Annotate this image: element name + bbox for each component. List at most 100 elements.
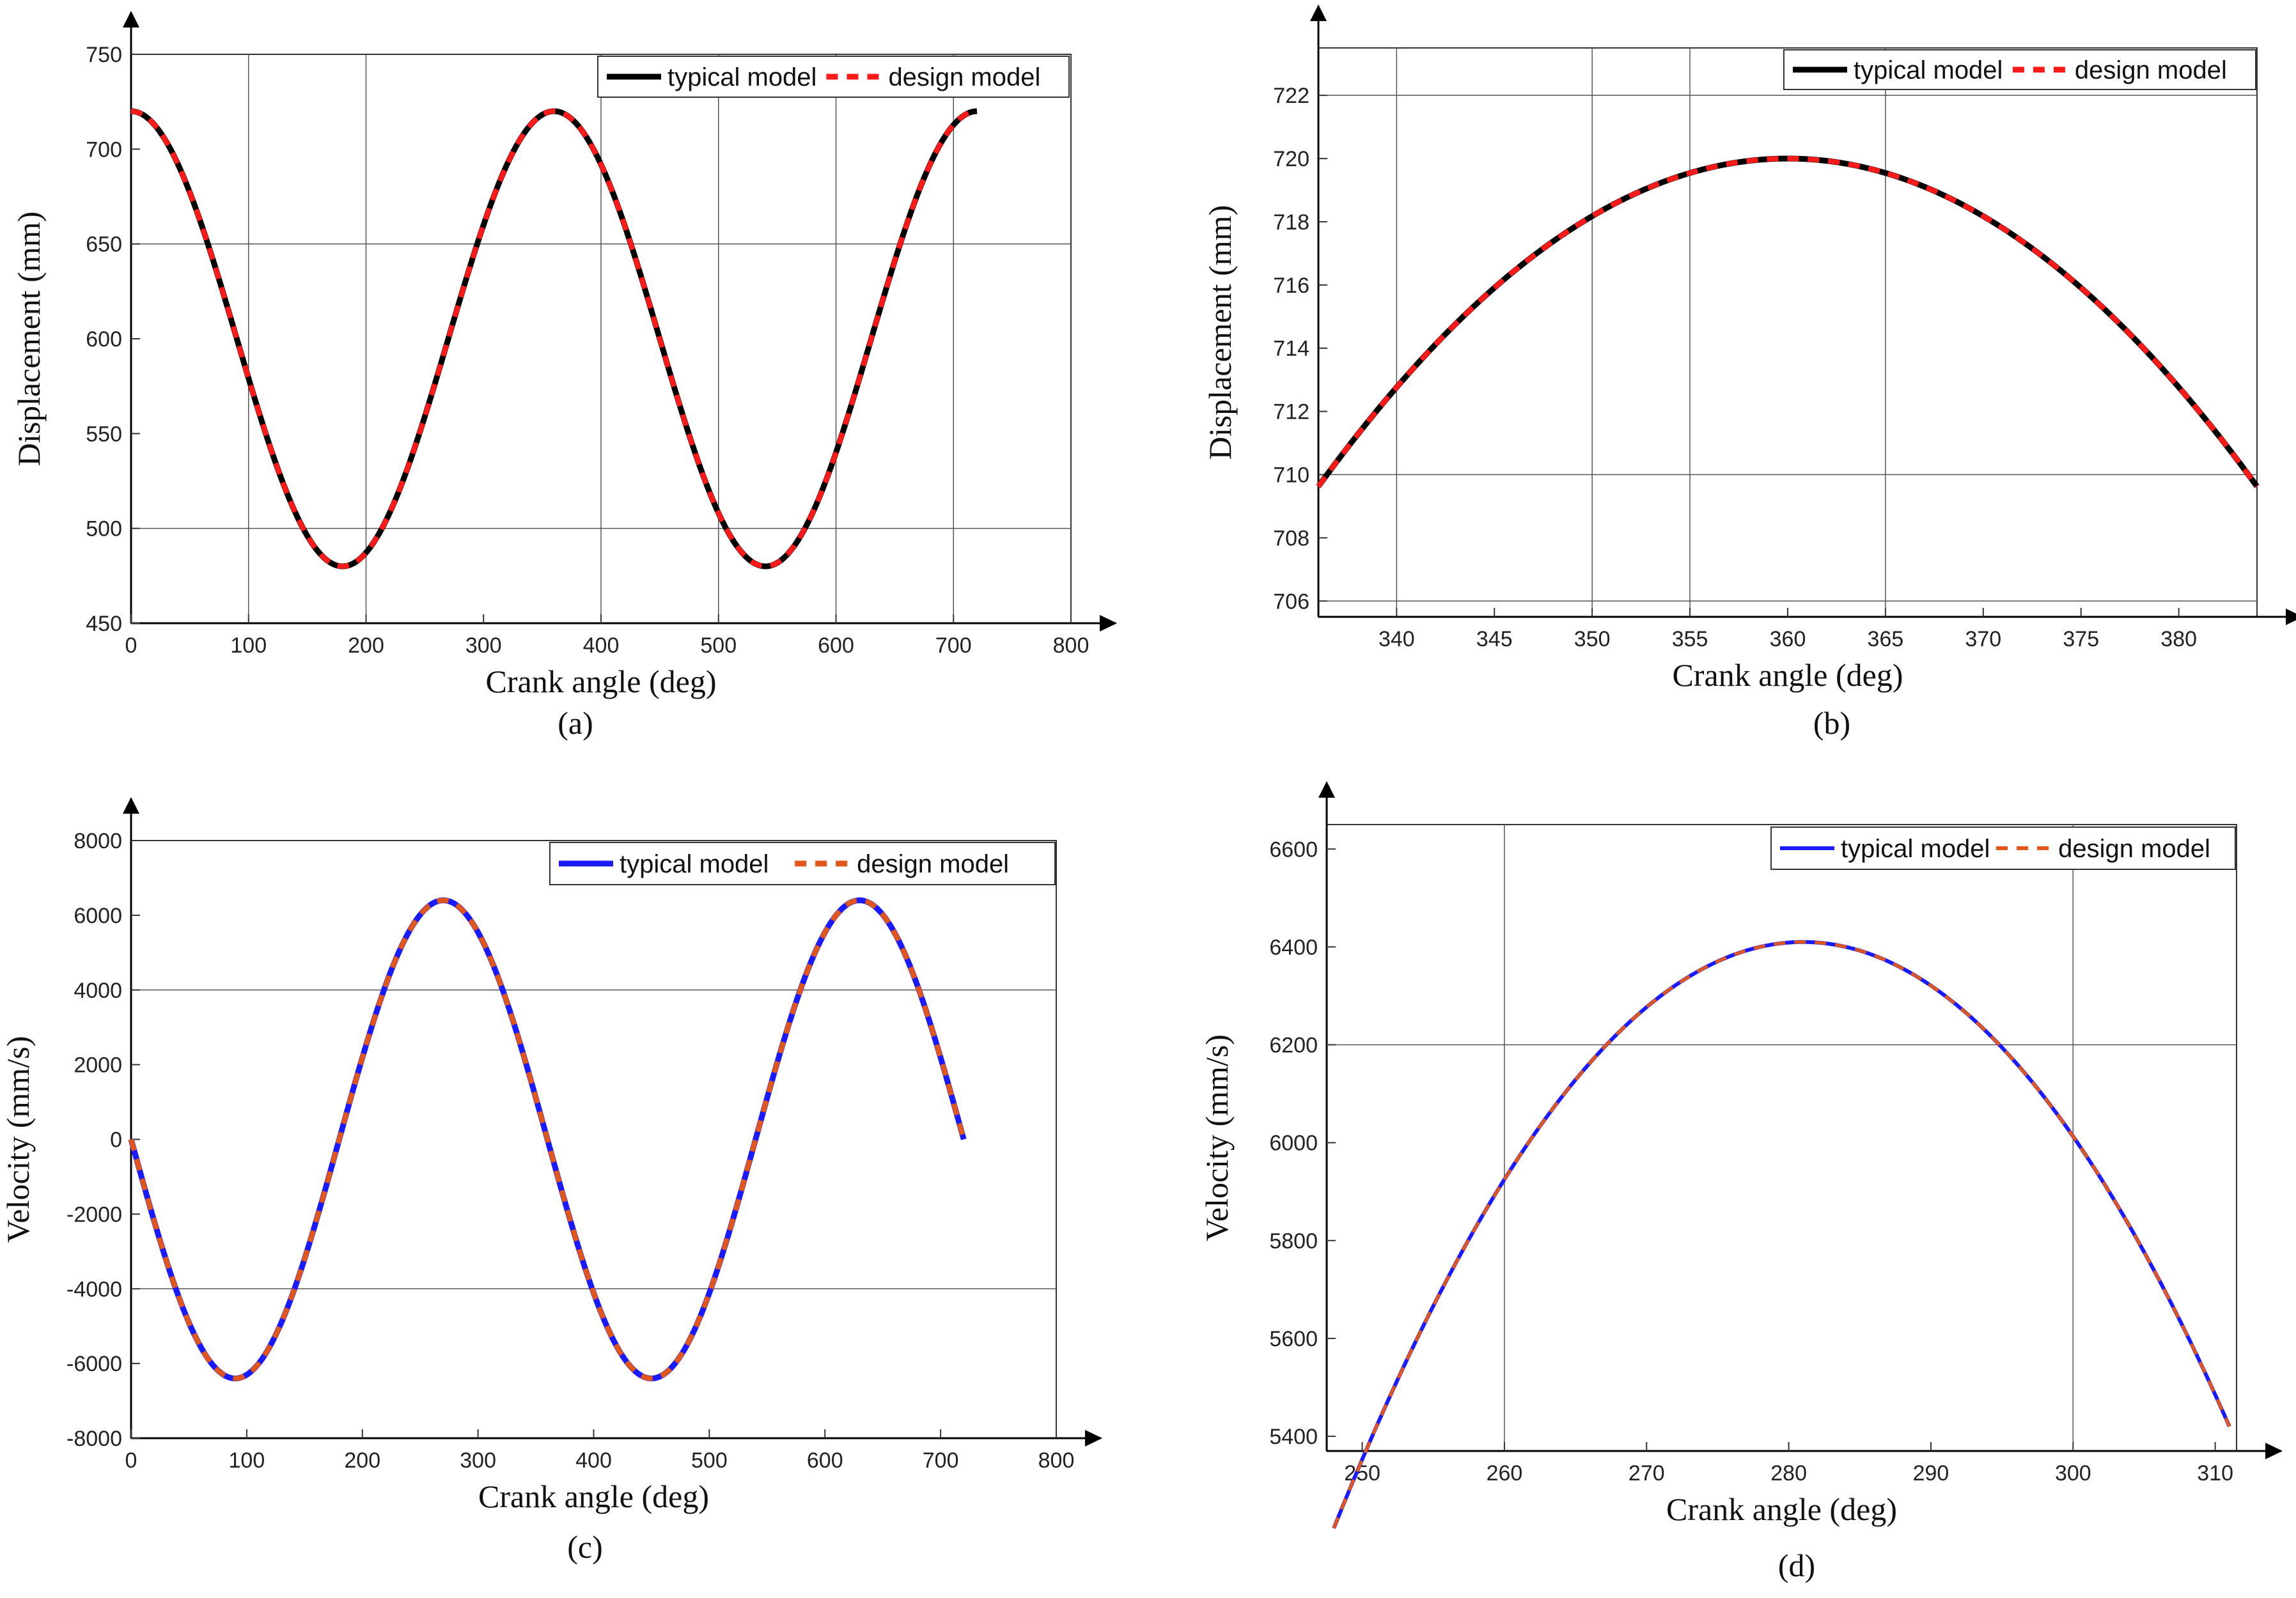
y-tick-label: 706: [1273, 589, 1309, 614]
y-tick-label: 4000: [74, 979, 122, 1003]
y-tick-label: 450: [86, 612, 122, 636]
y-tick-label: 722: [1273, 84, 1309, 108]
y-tick-label: 712: [1273, 400, 1309, 424]
x-tick-label: 260: [1487, 1461, 1523, 1486]
chart-panel-1: 0 100 200 300 400 500 600 700 800 450 500 550 600 650…: [11, 11, 1117, 741]
legend-label-design-model: design model: [857, 850, 1009, 878]
x-tick-label: 370: [1965, 627, 2001, 651]
x-axis-arrow-icon: [2265, 1443, 2283, 1459]
y-axis-label: Displacement (mm): [11, 212, 47, 467]
y-tick-label: 6200: [1269, 1034, 1318, 1058]
x-tick-label: 400: [583, 633, 620, 658]
x-tick-label: 340: [1378, 627, 1415, 651]
y-tick-label: 2000: [74, 1053, 122, 1078]
x-tick-label: 355: [1672, 627, 1708, 651]
plot-frame: [1318, 47, 2258, 617]
y-tick-label: 5400: [1269, 1425, 1318, 1449]
plot-frame: [1326, 824, 2237, 1452]
y-tick-label: 700: [86, 137, 122, 162]
legend-label-typical-model: typical model: [1841, 835, 1990, 863]
legend-label-typical-model: typical model: [620, 850, 769, 878]
x-tick-label: 0: [125, 633, 137, 658]
x-tick-label: 600: [807, 1448, 843, 1473]
x-tick-label: 345: [1476, 627, 1513, 651]
series-line-design-model: [130, 109, 978, 569]
y-tick-label: -4000: [66, 1277, 122, 1301]
legend-label-design-model: design model: [2075, 56, 2227, 84]
y-tick-label: 6400: [1269, 935, 1318, 959]
y-tick-label: 718: [1273, 210, 1309, 235]
y-tick-label: 750: [86, 43, 122, 67]
y-tick-label: 6000: [1269, 1131, 1318, 1156]
y-axis-arrow-icon: [123, 797, 139, 814]
chart-panel-3: 0 100 200 300 400 500 600 700 800 -8000 -6000 -4000…: [0, 797, 1102, 1565]
x-tick-label: 400: [575, 1448, 612, 1473]
x-tick-label: 300: [2055, 1461, 2091, 1486]
legend-label-typical-model: typical model: [668, 63, 816, 91]
y-tick-label: 5800: [1269, 1229, 1318, 1253]
legend-label-design-model: design model: [2058, 835, 2210, 863]
x-tick-label: 800: [1053, 633, 1089, 658]
y-tick-label: 5600: [1269, 1327, 1318, 1351]
x-tick-label: 0: [125, 1448, 137, 1473]
legend: typical model design model: [597, 56, 1070, 98]
y-tick-label: 500: [86, 517, 122, 541]
x-tick-label: 350: [1574, 627, 1611, 651]
y-axis-label: Displacement (mm): [1202, 205, 1238, 460]
x-tick-label: 700: [935, 633, 972, 658]
y-tick-label: 708: [1273, 526, 1309, 550]
y-axis-label: Velocity (mm/s): [1199, 1034, 1235, 1241]
panel-caption: (c): [567, 1529, 603, 1565]
series-line-design-model: [1332, 940, 2231, 1529]
series-line-design-model: [129, 897, 967, 1381]
x-tick-label: 380: [2160, 627, 2197, 651]
x-tick-label: 200: [344, 1448, 380, 1473]
y-tick-label: 600: [86, 327, 122, 352]
chart-panel-2: 340 345 350 355 360 365 370 375 380 706 708 710 712 7…: [1202, 4, 2296, 741]
y-axis-label: Velocity (mm/s): [0, 1036, 36, 1243]
panel-caption: (a): [558, 705, 593, 741]
y-tick-label: 6600: [1269, 837, 1318, 862]
y-tick-label: 714: [1273, 337, 1309, 361]
x-tick-label: 800: [1038, 1448, 1075, 1473]
y-tick-label: -8000: [66, 1427, 122, 1451]
x-axis-label: Crank angle (deg): [1666, 1491, 1897, 1527]
x-axis-label: Crank angle (deg): [1673, 657, 1903, 693]
y-tick-label: 720: [1273, 147, 1309, 171]
x-axis-arrow-icon: [1085, 1430, 1102, 1447]
y-axis-arrow-icon: [123, 11, 139, 27]
x-tick-label: 250: [1344, 1461, 1380, 1486]
x-axis-arrow-icon: [2286, 609, 2296, 625]
x-tick-label: 100: [230, 633, 267, 658]
panel-caption: (b): [1813, 705, 1850, 741]
x-tick-label: 310: [2197, 1461, 2233, 1486]
y-tick-label: 716: [1273, 274, 1309, 298]
x-tick-label: 500: [691, 1448, 728, 1473]
x-tick-label: 365: [1868, 627, 1904, 651]
x-tick-label: 100: [229, 1448, 265, 1473]
x-tick-label: 200: [348, 633, 384, 658]
y-tick-label: 550: [86, 422, 122, 446]
legend: typical model design model: [1770, 826, 2236, 870]
y-tick-label: 650: [86, 233, 122, 257]
x-tick-label: 700: [923, 1448, 959, 1473]
panel-caption: (d): [1778, 1548, 1815, 1583]
x-tick-label: 600: [818, 633, 854, 658]
x-tick-label: 300: [465, 633, 502, 658]
x-tick-label: 375: [2063, 627, 2099, 651]
y-tick-label: 6000: [74, 904, 122, 928]
x-axis-arrow-icon: [1100, 615, 1117, 632]
x-tick-label: 300: [460, 1448, 496, 1473]
legend: typical model design model: [549, 842, 1056, 885]
series-line-design-model: [1316, 156, 2260, 488]
x-tick-label: 280: [1770, 1461, 1807, 1486]
chart-panel-4: 250 260 270 280 290 300 310 5400 5600 5800 6000 620…: [1199, 781, 2283, 1583]
y-axis-arrow-icon: [1310, 4, 1327, 21]
x-axis-label: Crank angle (deg): [478, 1478, 709, 1514]
x-tick-label: 360: [1770, 627, 1806, 651]
legend-label-design-model: design model: [888, 63, 1040, 91]
legend-label-typical-model: typical model: [1854, 56, 2003, 84]
y-axis-arrow-icon: [1318, 781, 1335, 798]
x-tick-label: 500: [700, 633, 737, 658]
